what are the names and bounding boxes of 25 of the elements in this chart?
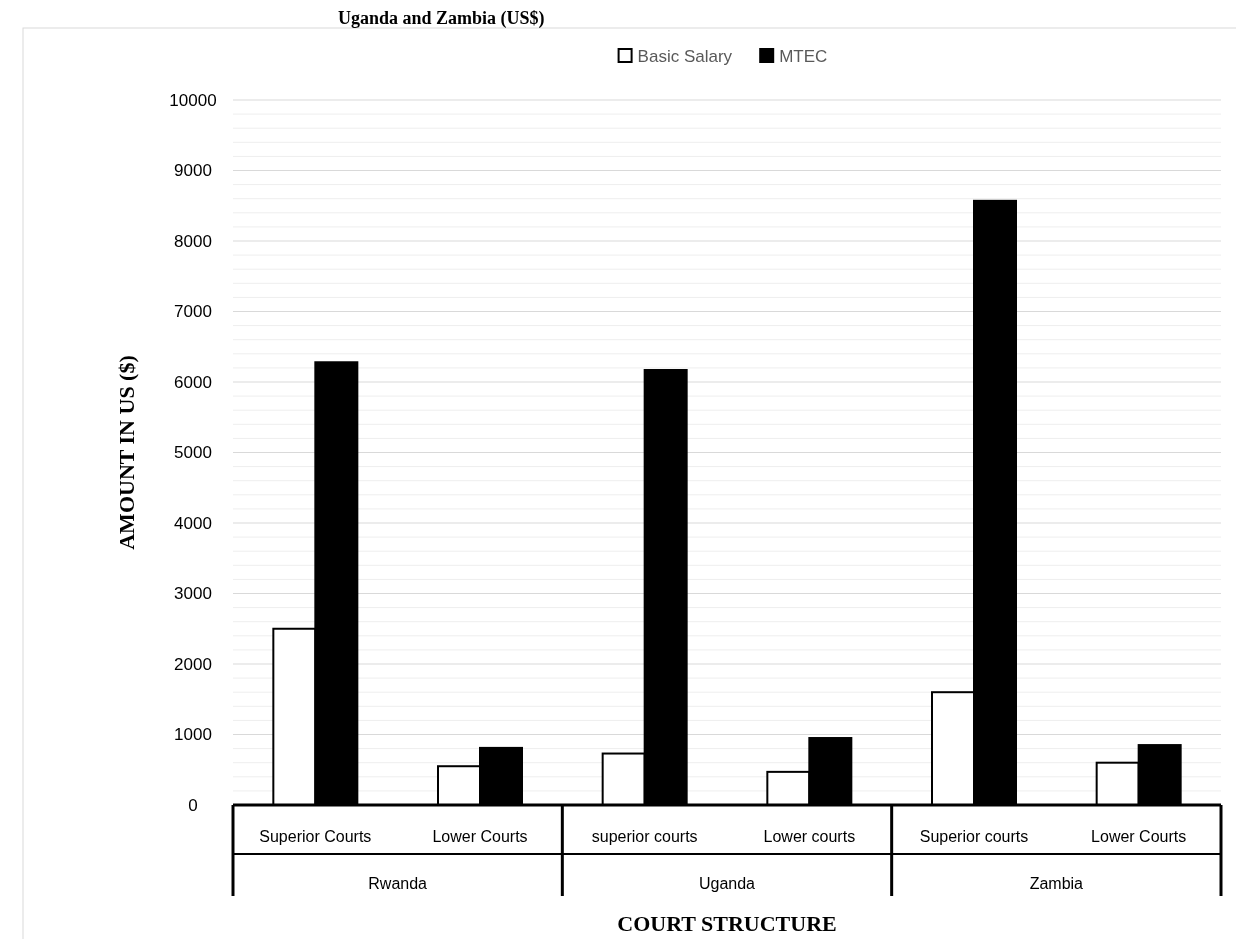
y-tick-label: 7000 (174, 302, 212, 322)
text: Uganda (698, 874, 756, 892)
y-tick-label: 9000 (174, 161, 212, 181)
legend-label: MTEC (779, 46, 828, 66)
x-tick-label: superior courts (591, 827, 698, 845)
y-tick-label: 4000 (174, 513, 212, 533)
text: Rwanda (368, 874, 428, 892)
x-tick-label: Superior courts (919, 827, 1029, 845)
y-axis-title: AMOUNT IN US ($) (114, 355, 139, 550)
legend-label: Basic Salary (637, 46, 733, 66)
y-tick-label: 6000 (174, 372, 212, 392)
y-tick-label: 3000 (174, 584, 212, 604)
x-tick-label: Lower courts (763, 827, 856, 845)
y-tick-label: 10000 (169, 90, 217, 110)
x-tick-label: Lower Courts (432, 827, 528, 845)
chart-title: Uganda and Zambia (US$) (338, 8, 545, 29)
y-tick-label: 1000 (174, 725, 212, 745)
text: Zambia (1029, 874, 1084, 892)
x-axis-title: COURT STRUCTURE (617, 910, 837, 936)
y-tick-label: 2000 (174, 654, 212, 674)
y-tick-label: 8000 (174, 231, 212, 251)
x-tick-label: Superior Courts (259, 827, 372, 845)
y-tick-label: 5000 (174, 443, 212, 463)
y-tick-label: 0 (188, 795, 198, 815)
x-tick-label: Lower Courts (1091, 827, 1187, 845)
